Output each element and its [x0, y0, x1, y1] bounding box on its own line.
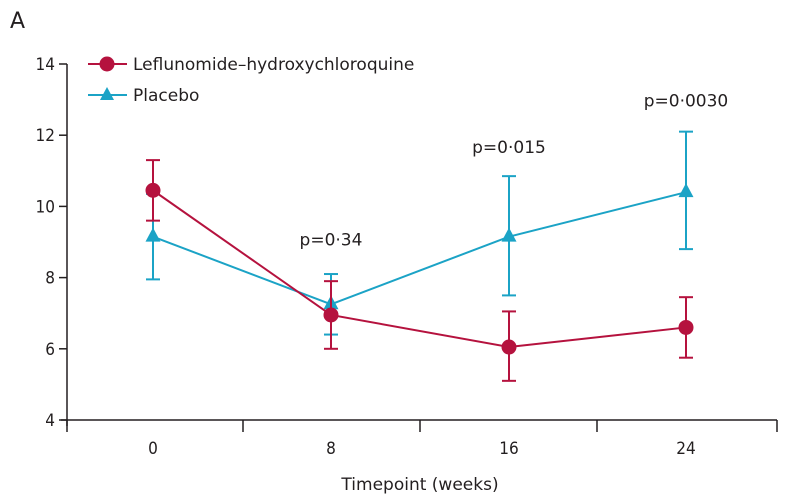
legend-marker-circle: [99, 56, 115, 72]
legend-item: Leflunomide–hydroxychloroquine: [88, 55, 414, 75]
data-point-circle: [323, 307, 339, 323]
series-line: [152, 189, 687, 349]
annotations: p=0·34 p=0·015 p=0·0030: [300, 92, 729, 251]
axes: 4 6 8 10 12 14 0 8 16 24: [36, 55, 778, 459]
x-tick-label: 8: [326, 439, 336, 459]
data-point-triangle: [145, 227, 161, 242]
series-leflunomide-hydroxychloroquine: [145, 159, 694, 382]
x-tick-label: 0: [148, 439, 158, 459]
legend-item: Placebo: [88, 86, 199, 106]
series-line: [152, 191, 687, 306]
y-tick-label: 14: [36, 55, 55, 75]
legend-marker-triangle: [100, 87, 114, 100]
x-tick-label: 24: [676, 439, 695, 459]
data-point-circle: [145, 182, 161, 198]
legend: Leflunomide–hydroxychloroquine Placebo: [88, 55, 414, 106]
y-tick-label: 8: [45, 269, 55, 289]
y-tick-label: 4: [45, 411, 55, 431]
data-point-circle: [678, 319, 694, 335]
data-point-circle: [501, 339, 517, 355]
legend-label: Placebo: [133, 86, 199, 106]
legend-label: Leflunomide–hydroxychloroquine: [133, 55, 414, 75]
series-placebo: [145, 130, 694, 336]
x-tick-label: 16: [499, 439, 518, 459]
y-tick-label: 6: [45, 340, 55, 360]
panel-label: A: [10, 9, 25, 34]
x-axis-title: Timepoint (weeks): [340, 475, 498, 495]
p-value-annotation: p=0·0030: [644, 92, 729, 112]
data-point-triangle: [501, 227, 517, 242]
p-value-annotation: p=0·34: [300, 231, 363, 251]
data-point-triangle: [678, 183, 694, 198]
y-tick-label: 12: [36, 126, 55, 146]
series-layer: [145, 130, 694, 382]
y-tick-label: 10: [36, 197, 55, 217]
p-value-annotation: p=0·015: [472, 138, 546, 158]
